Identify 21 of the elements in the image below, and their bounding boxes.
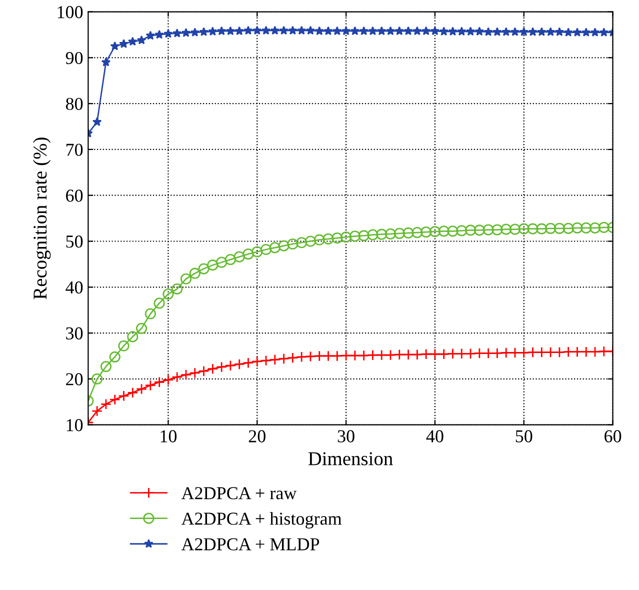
x-tick-label: 20 <box>248 430 266 442</box>
y-axis-title: Recognition rate (%) <box>32 138 51 300</box>
legend-label: A2DPCA + histogram <box>181 512 342 529</box>
x-tick-label: 50 <box>516 430 532 442</box>
y-tick-label: 60 <box>66 190 83 202</box>
x-tick-label: 10 <box>160 430 177 442</box>
x-tick-label: 30 <box>338 430 354 442</box>
y-tick-label: 10 <box>66 419 83 432</box>
y-tick-label: 80 <box>66 98 83 110</box>
y-tick-label: 40 <box>66 281 83 294</box>
y-tick-label: 30 <box>66 327 83 340</box>
y-tick-label: 50 <box>66 236 83 248</box>
x-axis-title: Dimension <box>308 452 393 466</box>
legend-label: A2DPCA + MLDP <box>181 538 320 550</box>
x-tick-label: 40 <box>426 430 444 442</box>
y-tick-label: 100 <box>58 6 83 18</box>
y-tick-label: 90 <box>66 52 83 64</box>
y-tick-label: 70 <box>66 144 83 156</box>
x-tick-label: 60 <box>604 430 622 442</box>
y-tick-label: 20 <box>66 373 83 386</box>
legend-label: A2DPCA + raw <box>181 487 297 500</box>
